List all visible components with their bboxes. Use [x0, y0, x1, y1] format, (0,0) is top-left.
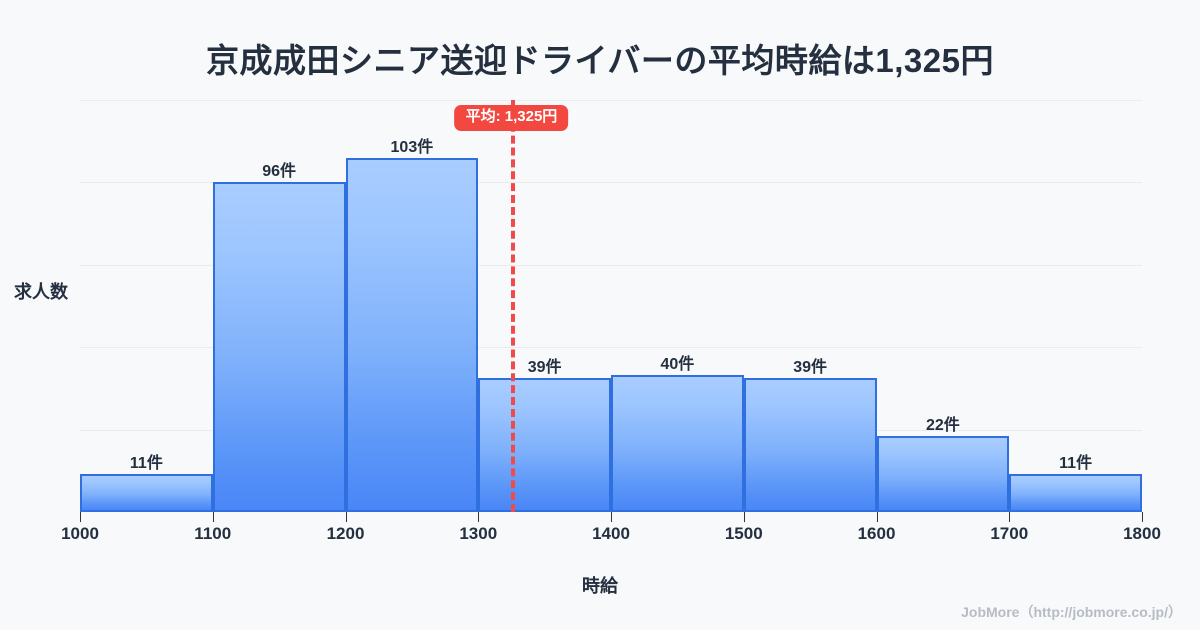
bar-value-label: 103件 [390, 139, 434, 157]
gridline [80, 100, 1142, 101]
bar-value-label: 39件 [527, 359, 562, 377]
bar[interactable] [212, 182, 346, 512]
x-tick-label: 1000 [61, 524, 99, 543]
x-tick [478, 512, 480, 522]
x-axis-title: 時給 [582, 576, 618, 596]
x-tick-label: 1300 [459, 524, 498, 543]
bar-value-label: 96件 [262, 163, 297, 181]
x-tick [743, 512, 745, 522]
bar[interactable] [743, 378, 877, 512]
bar[interactable] [80, 474, 213, 512]
plot-area: 11件 96件 103件 39件 40件 39件 22件 11件 [80, 100, 1142, 512]
y-axis-title: 求人数 [14, 282, 68, 302]
x-tick [345, 512, 347, 522]
x-tick-label: 1600 [857, 524, 896, 543]
x-tick-label: 1800 [1123, 524, 1161, 543]
x-tick-label: 1200 [326, 524, 365, 543]
bar[interactable] [876, 436, 1010, 512]
average-badge: 平均: 1,325円 [454, 105, 569, 131]
bar[interactable] [478, 378, 611, 512]
bar[interactable] [611, 374, 744, 512]
gridline [80, 264, 1142, 266]
x-tick [1142, 512, 1143, 522]
x-tick [611, 512, 612, 522]
x-tick [212, 512, 214, 522]
x-tick-label: 1700 [990, 524, 1029, 543]
x-tick-label: 1400 [592, 524, 630, 543]
footer-credit: JobMore（http://jobmore.co.jp/） [961, 604, 1182, 620]
bar-value-label: 11件 [1059, 455, 1093, 473]
x-tick [876, 512, 878, 522]
bar-value-label: 40件 [660, 355, 695, 373]
bar-value-label: 22件 [925, 417, 960, 435]
x-tick [80, 512, 81, 522]
bar-value-label: 11件 [129, 455, 163, 473]
average-line [511, 100, 516, 512]
gridline [80, 347, 1142, 349]
bar[interactable] [345, 158, 479, 512]
gridline [80, 182, 1142, 184]
x-tick-label: 1500 [724, 524, 763, 543]
bar-value-label: 39件 [793, 359, 828, 377]
bar[interactable] [1009, 474, 1142, 512]
x-tick-label: 1100 [194, 524, 232, 543]
chart-title: 京成成田シニア送迎ドライバーの平均時給は1,325円 [206, 42, 994, 79]
x-tick [1009, 512, 1011, 522]
